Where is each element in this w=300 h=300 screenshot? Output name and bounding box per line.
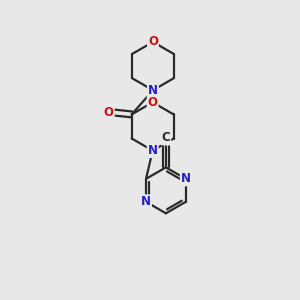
Text: N: N — [148, 144, 158, 157]
Text: O: O — [148, 35, 158, 48]
Text: N: N — [148, 84, 158, 97]
Text: N: N — [141, 195, 151, 208]
Text: O: O — [104, 106, 114, 118]
Text: O: O — [148, 96, 158, 109]
Text: C: C — [161, 131, 170, 144]
Text: N: N — [181, 172, 191, 185]
